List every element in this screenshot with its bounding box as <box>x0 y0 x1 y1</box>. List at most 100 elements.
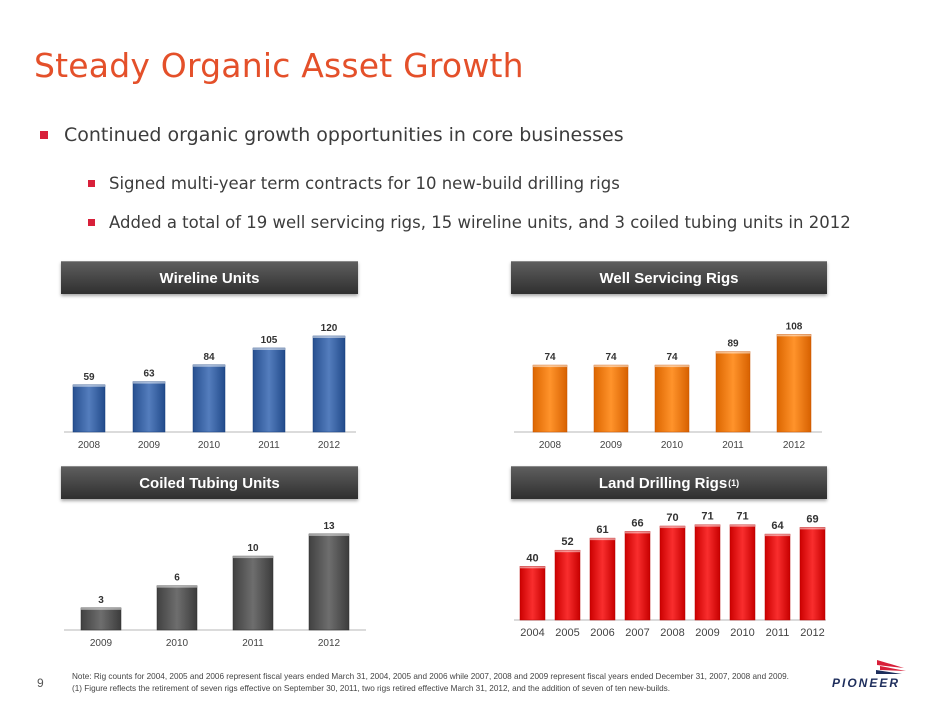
tick-label-2011: 2011 <box>242 638 264 649</box>
tick-label-2011: 2011 <box>258 440 280 451</box>
pioneer-logo: PIONEER <box>832 656 912 696</box>
bar-highlight <box>309 533 349 536</box>
bullet-main-text: Continued organic growth opportunities i… <box>64 124 624 146</box>
bar-2009 <box>593 364 629 433</box>
bar-2009 <box>80 607 122 631</box>
bar-highlight <box>800 527 825 530</box>
land-drilling-rigs-chart: 40 2004 52 2005 61 2006 66 2007 70 2008 71 2009 71 20… <box>514 511 826 639</box>
tick-label-2012: 2012 <box>318 638 341 649</box>
value-label-2007: 66 <box>631 517 643 529</box>
page-number: 9 <box>37 676 44 690</box>
bar-2008 <box>532 364 568 433</box>
tick-label-2010: 2010 <box>166 638 189 649</box>
bar-highlight <box>765 534 790 537</box>
wireline-units-chart: 59 2008 63 2009 84 2010 105 2011 120 2012 <box>64 323 356 451</box>
value-label-2008: 59 <box>83 372 95 383</box>
value-label-2009: 3 <box>98 595 104 606</box>
bar-highlight <box>660 526 685 529</box>
land-drilling-rigs-banner: Land Drilling Rigs (1) <box>511 466 827 499</box>
value-label-2012: 120 <box>321 323 338 334</box>
note-text: Note: Rig counts for 2004, 2005 and 2006… <box>72 672 789 681</box>
footnote-text: (1) Figure reflects the retirement of se… <box>72 684 671 693</box>
footnote-block: Note: Rig counts for 2004, 2005 and 2006… <box>72 671 789 695</box>
value-label-2009: 74 <box>605 352 617 363</box>
bar-highlight <box>533 365 567 368</box>
bullet-main: Continued organic growth opportunities i… <box>40 124 624 146</box>
bar-2010 <box>729 524 756 621</box>
bar-2008 <box>72 384 106 433</box>
bar-highlight <box>695 524 720 527</box>
bar-highlight <box>520 566 545 569</box>
page-title: Steady Organic Asset Growth <box>34 46 524 85</box>
tick-label-2007: 2007 <box>625 627 649 639</box>
tick-label-2010: 2010 <box>730 627 754 639</box>
bar-highlight <box>716 351 750 354</box>
tick-label-2012: 2012 <box>783 440 806 451</box>
coiled-tubing-units-title: Coiled Tubing Units <box>139 474 280 492</box>
bar-highlight <box>233 556 273 559</box>
bar-highlight <box>81 607 121 610</box>
bar-highlight <box>777 334 811 337</box>
value-label-2012: 108 <box>786 321 803 332</box>
tick-label-2004: 2004 <box>520 627 544 639</box>
bar-highlight <box>625 531 650 534</box>
bar-highlight <box>313 336 345 338</box>
wireline-units-banner: Wireline Units <box>61 261 358 294</box>
tick-label-2012: 2012 <box>800 627 824 639</box>
value-label-2012: 69 <box>806 513 818 525</box>
tick-label-2005: 2005 <box>555 627 579 639</box>
land-drilling-rigs-footnote-mark: (1) <box>728 478 740 488</box>
bar-highlight <box>555 550 580 553</box>
bullet-square-icon <box>40 131 48 139</box>
value-label-2011: 89 <box>727 339 739 350</box>
value-label-2008: 70 <box>666 512 678 524</box>
value-label-2012: 13 <box>323 521 335 532</box>
value-label-2011: 105 <box>261 335 278 346</box>
bar-2012 <box>799 527 826 621</box>
value-label-2006: 61 <box>596 524 608 536</box>
bar-2012 <box>308 533 350 631</box>
well-servicing-rigs-title: Well Servicing Rigs <box>599 269 739 287</box>
bar-highlight <box>157 585 197 588</box>
bullet-sub-2: Added a total of 19 well servicing rigs,… <box>88 213 851 232</box>
value-label-2009: 63 <box>143 369 155 380</box>
value-label-2009: 71 <box>701 511 713 523</box>
bar-highlight <box>655 365 689 368</box>
bar-2010 <box>192 364 226 433</box>
tick-label-2012: 2012 <box>318 440 341 451</box>
bar-2011 <box>232 555 274 631</box>
tick-label-2010: 2010 <box>661 440 684 451</box>
logo-text: PIONEER <box>832 676 901 690</box>
bar-2011 <box>764 533 791 621</box>
bullet-square-icon <box>88 180 95 187</box>
bar-highlight <box>594 365 628 368</box>
tick-label-2009: 2009 <box>90 638 113 649</box>
tick-label-2006: 2006 <box>590 627 614 639</box>
tick-label-2011: 2011 <box>722 440 744 451</box>
tick-label-2010: 2010 <box>198 440 221 451</box>
bar-2010 <box>654 364 690 433</box>
value-label-2010: 74 <box>666 352 678 363</box>
well-servicing-rigs-chart: 74 2008 74 2009 74 2010 89 2011 108 2012 <box>514 321 822 451</box>
bar-2009 <box>694 524 721 621</box>
bar-highlight <box>253 348 285 350</box>
tick-label-2008: 2008 <box>539 440 562 451</box>
bar-2012 <box>312 335 346 433</box>
bar-highlight <box>133 381 165 384</box>
bar-2005 <box>554 549 581 621</box>
bar-2004 <box>519 566 546 621</box>
value-label-2010: 6 <box>174 573 180 584</box>
value-label-2004: 40 <box>526 552 538 564</box>
coiled-tubing-units-banner: Coiled Tubing Units <box>61 466 358 499</box>
bar-highlight <box>193 364 225 367</box>
bar-2008 <box>659 525 686 621</box>
tick-label-2009: 2009 <box>138 440 161 451</box>
value-label-2005: 52 <box>561 536 573 548</box>
tick-label-2009: 2009 <box>695 627 719 639</box>
bullet-square-icon <box>88 219 95 226</box>
tick-label-2009: 2009 <box>600 440 623 451</box>
bar-highlight <box>730 524 755 527</box>
bar-2010 <box>156 585 198 631</box>
value-label-2011: 64 <box>771 520 784 532</box>
bullet-sub-1: Signed multi-year term contracts for 10 … <box>88 174 620 193</box>
